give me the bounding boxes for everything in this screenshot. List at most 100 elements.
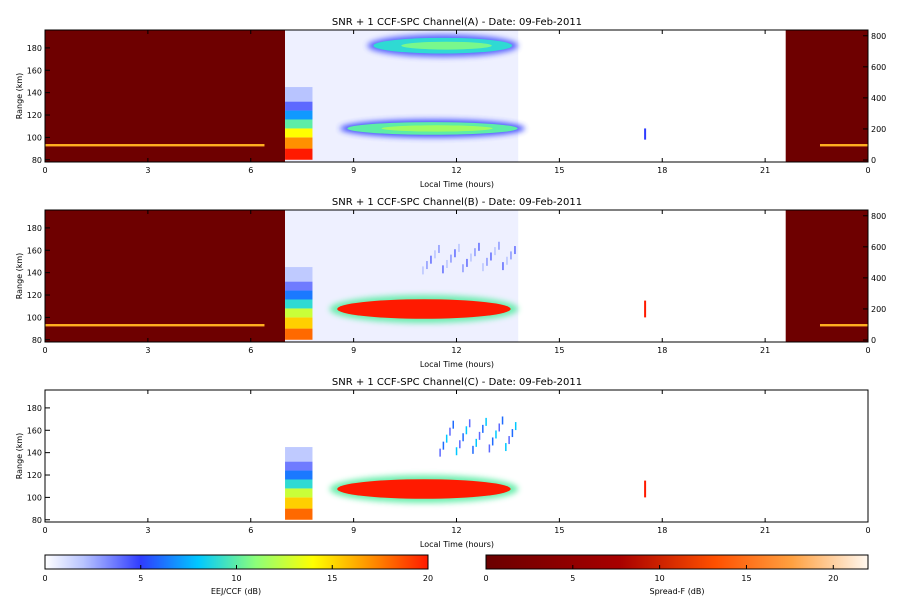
- panel-c-scatter-1-dot-18: [498, 423, 501, 432]
- panel-a-xlabel: Local Time (hours): [420, 180, 494, 189]
- panel-c-scatter-1-dot-8: [465, 426, 468, 435]
- panel-a-title: SNR + 1 CCF-SPC Channel(A) - Date: 09-Fe…: [332, 17, 582, 28]
- panel-b-y2tick-label-2: 400: [871, 274, 886, 283]
- panel-c-scatter-1-dot-0: [439, 448, 441, 457]
- panel-c-xtick-label-3: 9: [351, 526, 356, 535]
- panel-c-ytick-label-5: 180: [27, 404, 42, 413]
- panel-c-scatter-1-dot-16: [491, 437, 494, 446]
- panel-b-y2tick-label-4: 800: [871, 212, 886, 221]
- colorbar-eej-ccf-tick-label-2: 10: [231, 574, 241, 583]
- panel-a-ytick-label-3: 140: [27, 89, 42, 98]
- colorbar-spread-f-label: Spread-F (dB): [649, 587, 704, 596]
- panel-b-scatter-1-dot-3: [482, 263, 484, 272]
- panel-b-xtick-label-5: 15: [554, 346, 564, 355]
- panel-c-scatter-1-dot-4: [452, 420, 454, 429]
- panel-c-scatter-1-dot-14: [485, 417, 487, 426]
- panel-c-xlabel: Local Time (hours): [420, 540, 494, 549]
- panel-c: SNR + 1 CCF-SPC Channel(C) - Date: 09-Fe…: [15, 377, 871, 549]
- colorbar-spread-f-tick-label-4: 20: [828, 574, 838, 583]
- panel-a-y2tick-label-1: 200: [871, 125, 886, 134]
- panel-b-spike-3: [644, 300, 647, 318]
- panel-c-xtick-label-8: 0: [865, 526, 870, 535]
- panel-c-scatter-1-dot-19: [462, 433, 464, 442]
- panel-a-ytick-label-4: 160: [27, 66, 42, 75]
- panel-b-xlabel: Local Time (hours): [420, 360, 494, 369]
- panel-c-xtick-label-1: 3: [145, 526, 150, 535]
- panel-a-sweep-block-2-band-4: [285, 110, 313, 120]
- panel-c-scatter-1-dot-11: [514, 422, 517, 431]
- panel-a-xtick-label-2: 6: [248, 166, 253, 175]
- panel-b-xtick-label-0: 0: [42, 346, 47, 355]
- colorbar-spread-f-tick-label-2: 10: [655, 574, 665, 583]
- panel-b-scatter-1-dot-10: [462, 264, 464, 273]
- panel-c-sweep-block-2-band-5: [285, 461, 313, 471]
- colorbar-eej-ccf-label: EEJ/CCF (dB): [211, 587, 261, 596]
- panel-a-y2tick-label-2: 400: [871, 94, 886, 103]
- panel-a-spread-f-trace-left: [45, 144, 265, 147]
- panel-a-y2tick-label-4: 800: [871, 32, 886, 41]
- panel-a-xtick-label-5: 15: [554, 166, 564, 175]
- panel-c-scatter-1-dot-2: [445, 434, 448, 443]
- panel-c-scatter-1-dot-12: [478, 431, 481, 440]
- panel-c-ylabel: Range (km): [15, 433, 24, 480]
- panel-c-sweep-block-2-band-2: [285, 488, 313, 498]
- panel-b-echo-band-0: [337, 299, 511, 319]
- panel-a-sweep-block-2-band-1: [285, 137, 313, 149]
- panel-b-plot: 0 3 6 9 12 15 18 21 0801001201401601800200400600…: [27, 209, 886, 355]
- panel-b-sweep-block-2-band-4: [285, 290, 313, 300]
- panel-a-sweep-block-2-band-2: [285, 128, 313, 138]
- panel-c-spike-3: [644, 480, 647, 498]
- panel-b-scatter-1-dot-15: [434, 250, 436, 259]
- panel-a-xtick-label-3: 9: [351, 166, 356, 175]
- panel-b-scatter-1-dot-17: [442, 265, 444, 274]
- panel-a-y2tick-label-0: 0: [871, 156, 876, 165]
- panel-b-scatter-1-dot-20: [502, 262, 504, 271]
- panel-b-y2tick-label-0: 0: [871, 336, 876, 345]
- colorbar-eej-ccf-tick-label-0: 0: [42, 574, 47, 583]
- panel-b-sweep-block-2-band-2: [285, 308, 313, 318]
- panel-a-sweep-block-2-band-3: [285, 119, 313, 129]
- panel-c-sweep-block-2-band-0: [285, 508, 313, 520]
- panel-c-ytick-label-4: 160: [27, 426, 42, 435]
- panel-a-spread-f-night-right: [785, 30, 868, 162]
- panel-a-xtick-label-6: 18: [657, 166, 667, 175]
- panel-b-scatter-1-dot-1: [474, 248, 476, 257]
- panel-b-spread-f-trace-right: [819, 324, 868, 327]
- panel-b-scatter-1-dot-22: [510, 251, 512, 260]
- panel-a-ytick-label-0: 80: [32, 156, 42, 165]
- panel-b-scatter-1-dot-6: [446, 259, 448, 268]
- panel-c-scatter-1-dot-20: [505, 443, 507, 452]
- panel-c-xtick-label-6: 18: [657, 526, 667, 535]
- panel-b: SNR + 1 CCF-SPC Channel(B) - Date: 09-Fe…: [15, 197, 886, 369]
- panel-a-ylabel: Range (km): [15, 73, 24, 120]
- panel-c-scatter-1-dot-15: [449, 427, 451, 436]
- panel-b-ytick-label-3: 140: [27, 269, 42, 278]
- panel-a-ytick-label-5: 180: [27, 44, 42, 53]
- panel-a-echo-band-1-core: [381, 125, 493, 132]
- panel-b-spread-f-night-left: [45, 210, 286, 342]
- panel-b-xtick-label-3: 9: [351, 346, 356, 355]
- panel-a-sweep-block-2-band-6: [285, 87, 313, 102]
- panel-c-sweep-block-2-band-3: [285, 479, 313, 489]
- colorbar-eej-ccf-ticks: 0 5 10 15 20: [42, 565, 433, 583]
- panel-b-scatter-1-dot-0: [422, 266, 424, 275]
- panel-c-scatter-1-dot-9: [508, 436, 510, 445]
- colorbar-spread-f-gradient: [485, 554, 869, 570]
- panel-c-scatter-1-dot-22: [511, 429, 514, 438]
- panel-b-y2tick-label-3: 600: [871, 243, 886, 252]
- panel-c-xtick-label-7: 21: [760, 526, 770, 535]
- panel-a-sweep-block-2-band-5: [285, 101, 313, 111]
- panel-c-title: SNR + 1 CCF-SPC Channel(C) - Date: 09-Fe…: [332, 377, 582, 388]
- panel-c-sweep-block-2-band-4: [285, 470, 313, 480]
- panel-c-scatter-1-dot-1: [482, 424, 484, 433]
- panel-b-ylabel: Range (km): [15, 253, 24, 300]
- panel-b-scatter-1-dot-21: [458, 243, 460, 252]
- panel-c-scatter-1-dot-23: [475, 438, 478, 447]
- panel-b-title: SNR + 1 CCF-SPC Channel(B) - Date: 09-Fe…: [332, 197, 582, 208]
- panel-b-scatter-1-dot-23: [466, 258, 468, 267]
- panel-b-scatter-1-dot-12: [470, 253, 472, 262]
- panel-c-scatter-1-dot-10: [472, 445, 474, 454]
- panel-c-background: [45, 390, 868, 522]
